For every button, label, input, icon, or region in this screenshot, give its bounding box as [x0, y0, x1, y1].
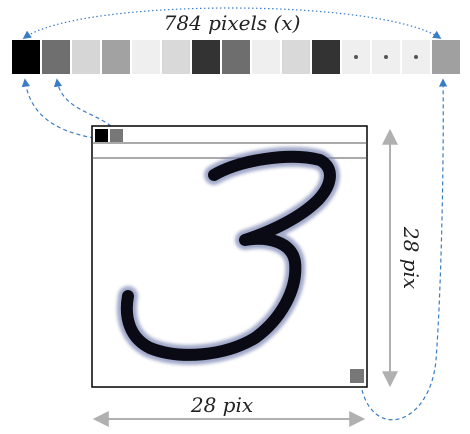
ellipsis-dot: [414, 55, 418, 59]
vector-pixel-cell: [72, 40, 100, 74]
image-pixel-last: [350, 369, 364, 383]
vector-length-label: 784 pixels (x): [164, 11, 301, 35]
image-pixel-first: [95, 129, 108, 142]
width-label: 28 pix: [190, 393, 253, 417]
pixel-vector: [12, 40, 460, 74]
vector-pixel-cell: [252, 40, 280, 74]
vector-pixel-cell: [102, 40, 130, 74]
height-label: 28 pix: [399, 226, 423, 289]
vector-pixel-cell: [282, 40, 310, 74]
vector-pixel-cell: [192, 40, 220, 74]
ellipsis-dot: [354, 55, 358, 59]
digit-image: [92, 126, 367, 387]
vector-pixel-cell: [312, 40, 340, 74]
vector-pixel-cell: [432, 40, 460, 74]
arrow-second-pixel: [57, 80, 116, 131]
vector-pixel-cell: [42, 40, 70, 74]
image-pixel-second: [110, 129, 123, 142]
vector-pixel-cell: [12, 40, 40, 74]
vector-pixel-cell: [162, 40, 190, 74]
ellipsis-dot: [384, 55, 388, 59]
vector-pixel-cell: [132, 40, 160, 74]
vector-pixel-cell: [222, 40, 250, 74]
